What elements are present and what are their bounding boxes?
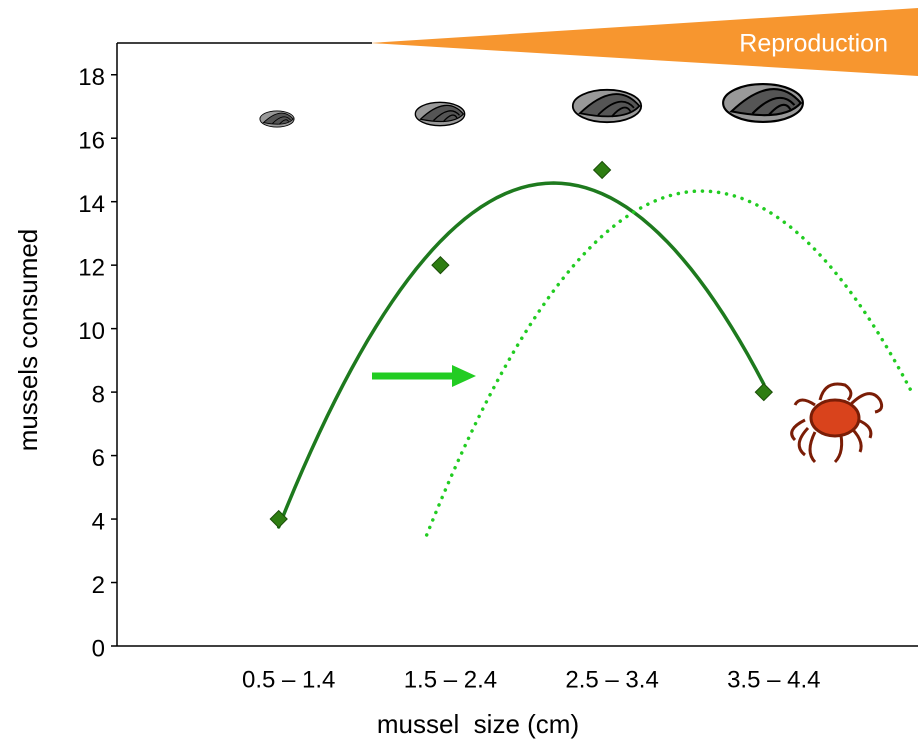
arrow <box>372 365 476 387</box>
y-tick-label: 18 <box>78 64 105 91</box>
x-tick-label: 2.5 – 3.4 <box>565 666 658 693</box>
x-axis-title: mussel size (cm) <box>377 709 579 739</box>
crab-icon <box>790 382 884 464</box>
y-tick-label: 6 <box>92 445 105 472</box>
reproduction-label: Reproduction <box>739 30 888 58</box>
reproduction-wedge <box>370 8 918 76</box>
y-tick-label: 12 <box>78 255 105 282</box>
x-tick-label: 3.5 – 4.4 <box>727 666 820 693</box>
y-tick-label: 16 <box>78 128 105 155</box>
y-tick-label: 10 <box>78 318 105 345</box>
y-tick-label: 4 <box>92 508 105 535</box>
y-tick-label: 8 <box>92 381 105 408</box>
y-tick-label: 14 <box>78 191 105 218</box>
data-point <box>269 509 288 529</box>
data-point <box>754 382 773 402</box>
data-point <box>431 255 450 275</box>
y-tick-label: 2 <box>92 572 105 599</box>
mussel-icons <box>259 83 804 128</box>
y-axis-title: mussels consumed <box>13 229 43 452</box>
x-tick-label: 0.5 – 1.4 <box>242 666 335 693</box>
fit-curve <box>276 181 766 529</box>
y-tick-label: 0 <box>92 635 105 662</box>
x-tick-label: 1.5 – 2.4 <box>404 666 497 693</box>
data-point <box>592 160 612 180</box>
shifted-fit-curve <box>424 189 914 537</box>
